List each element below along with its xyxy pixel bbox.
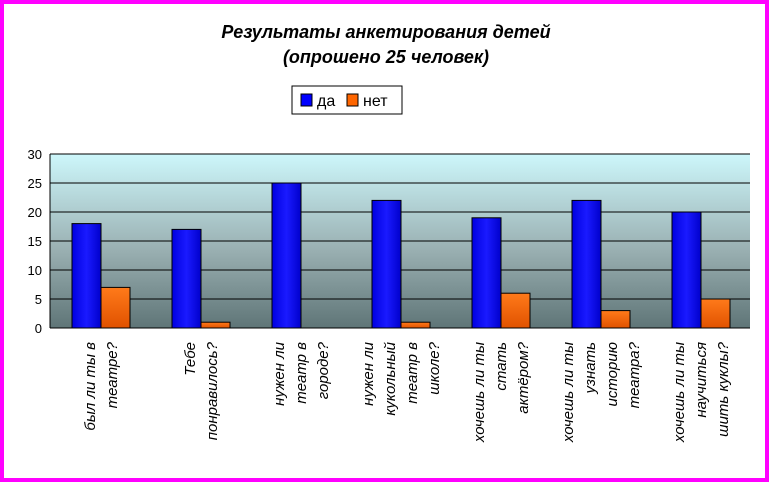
bar-net — [500, 292, 531, 329]
category-label: был ли ты в театре? — [82, 341, 121, 430]
category-label: нужен ли театр в городе? — [271, 341, 332, 405]
category-label-line: историю — [604, 342, 621, 406]
category-label-line: театр в — [404, 342, 421, 404]
category-label-line: был ли ты в — [82, 342, 99, 431]
chart-canvas: Результаты анкетирования детей (опрошено… — [28, 22, 750, 443]
category-label-line: кукольный — [382, 341, 399, 415]
bar-da — [571, 199, 602, 329]
plot-area: 0 5 10 15 20 25 30 был ли ты в театре? Тебе понрав… — [28, 147, 750, 443]
category-label-line: шить куклы? — [715, 341, 732, 437]
category-label-line: театр в — [293, 342, 310, 404]
category-label-line: научиться — [693, 342, 710, 418]
bar-da — [671, 211, 702, 329]
category-label-line: нужен ли — [271, 341, 288, 405]
y-tick-label: 25 — [28, 176, 42, 191]
category-label: хочешь ли ты стать актёром? — [471, 341, 532, 443]
legend-label-da: да — [317, 93, 335, 110]
bar-net — [200, 321, 231, 329]
category-label-line: театра? — [626, 341, 643, 408]
category-label-line: театре? — [104, 341, 121, 408]
category-label-line: стать — [493, 342, 510, 391]
bar-da — [71, 223, 102, 329]
category-label-line: городе? — [315, 341, 332, 399]
y-tick-label: 5 — [35, 292, 42, 307]
y-tick-label: 30 — [28, 147, 42, 162]
category-label-line: хочешь ли ты — [560, 342, 577, 443]
chart-title: Результаты анкетирования детей — [221, 22, 550, 42]
category-label-line: школе? — [426, 341, 443, 394]
legend-label-net: нет — [363, 93, 388, 110]
legend-swatch-da — [300, 93, 313, 107]
chart-subtitle: (опрошено 25 человек) — [283, 47, 489, 67]
category-label: нужен ли кукольный театр в школе? — [360, 341, 443, 415]
category-label-line: актёром? — [515, 341, 532, 413]
bar-da — [271, 182, 302, 329]
bar-da — [371, 199, 402, 329]
category-label: хочешь ли ты научиться шить куклы? — [671, 341, 732, 443]
chart-frame: Результаты анкетирования детей (опрошено… — [4, 4, 765, 478]
category-label-line: узнать — [582, 342, 599, 395]
bar-net — [700, 298, 731, 329]
y-tick-label: 0 — [35, 321, 42, 336]
bar-net — [100, 286, 131, 329]
category-label-line: нужен ли — [360, 341, 377, 405]
legend-swatch-net — [346, 93, 359, 107]
bar-da — [171, 228, 202, 329]
bar-da — [471, 217, 502, 329]
category-label-line: хочешь ли ты — [471, 342, 488, 443]
legend: да нет — [291, 85, 403, 115]
category-label: Тебе понравилось? — [182, 341, 221, 440]
category-label-line: Тебе — [182, 342, 199, 376]
category-label-line: хочешь ли ты — [671, 342, 688, 443]
bar-net — [400, 321, 431, 329]
bar-net — [600, 310, 631, 329]
y-tick-label: 10 — [28, 263, 42, 278]
y-tick-label: 20 — [28, 205, 42, 220]
y-tick-label: 15 — [28, 234, 42, 249]
category-label: хочешь ли ты узнать историю театра? — [560, 341, 643, 443]
category-label-line: понравилось? — [204, 341, 221, 440]
